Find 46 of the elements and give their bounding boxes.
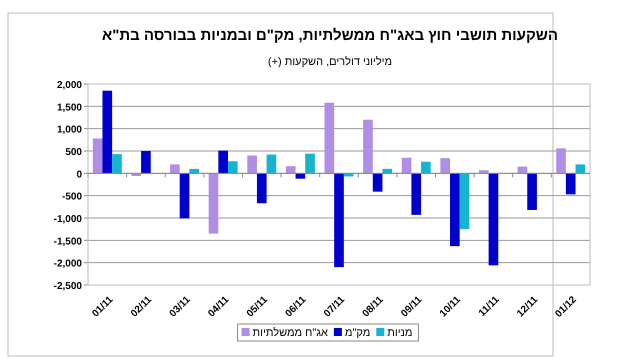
bar [402,158,412,174]
bar [334,173,344,268]
bar [576,164,586,174]
bar [478,170,489,174]
bar [256,173,267,204]
y-tick-label: 0 [76,169,82,180]
y-tick-label: 1,500 [56,102,82,114]
bar [411,173,422,215]
bar [566,173,576,194]
bar [460,173,470,230]
bar [170,164,180,174]
bar [527,173,537,210]
y-tick-label: -1,000 [54,214,82,225]
bar [305,154,315,174]
bar [488,173,498,266]
y-tick-label: 500 [65,147,82,158]
bar [92,138,102,174]
y-tick-label: 2,000 [56,80,82,91]
legend-label: מניות [387,327,412,339]
legend-label: אג"ח ממשלתיות [252,327,328,339]
bar [440,158,450,174]
y-tick-label: -2,500 [54,281,82,292]
y-tick-label: -1,500 [54,236,82,248]
legend-label: מק"מ [344,327,370,339]
bar [247,155,257,174]
chart-title: השקעות תושבי חוץ באג"ח ממשלתיות, מק"ם ובמניות בבורסה בת"א [102,27,558,44]
bar [228,161,238,174]
y-tick-label: -500 [62,192,82,203]
bar [372,173,382,192]
bar [324,102,334,174]
bar [421,162,431,174]
bar [180,173,190,218]
bar [102,90,112,174]
bar [518,166,528,174]
bar [266,154,276,174]
y-tick-label: -2,000 [54,258,82,270]
bar [208,173,218,234]
bar [112,154,122,174]
bar [141,151,151,174]
bar [450,173,460,246]
bar [556,148,566,174]
bar [218,150,228,174]
y-tick-label: 1,000 [56,124,82,136]
bar [286,166,296,174]
bar [363,120,373,174]
chart-subtitle: מיליוני דולרים, השקעות (+) [268,56,392,68]
